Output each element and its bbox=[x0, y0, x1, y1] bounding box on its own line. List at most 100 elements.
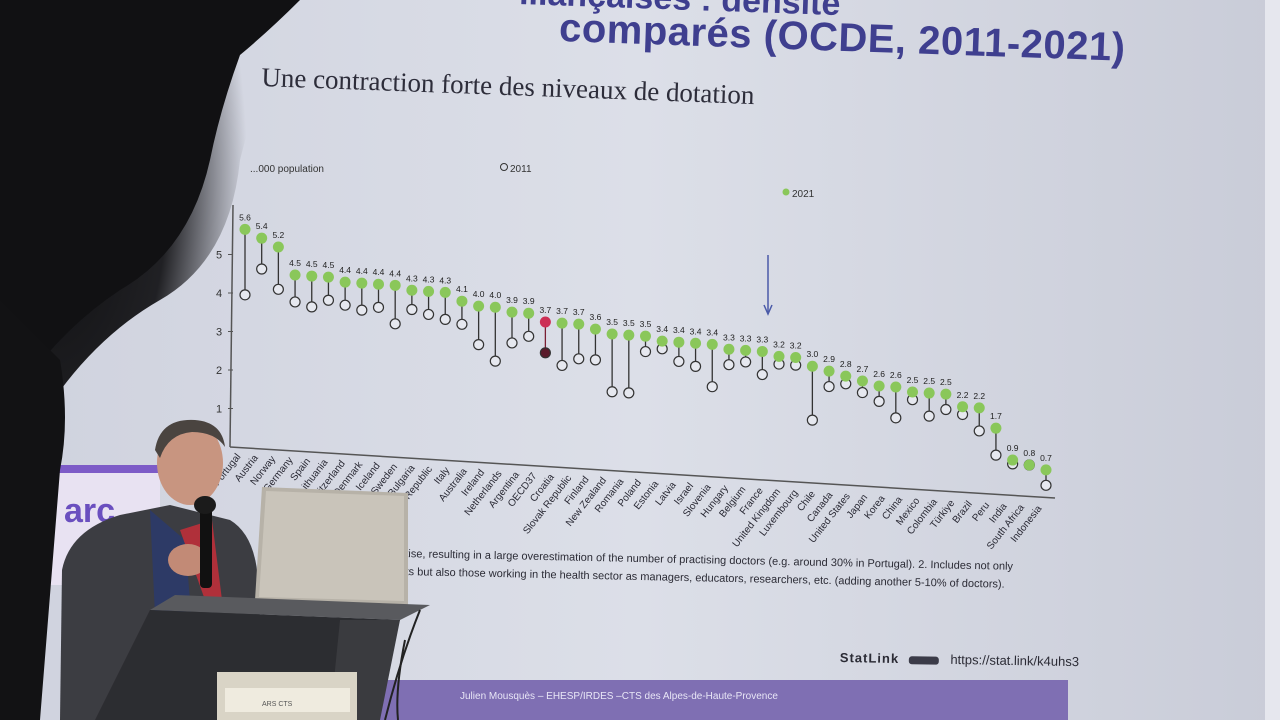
podium-label: ARS CTS bbox=[262, 701, 293, 708]
data-label: 3.6 bbox=[590, 312, 602, 322]
point-2021 bbox=[1040, 464, 1052, 476]
point-2021 bbox=[339, 276, 351, 288]
point-2011 bbox=[556, 359, 568, 372]
legend-2021-label: 2021 bbox=[792, 189, 815, 200]
point-2011 bbox=[623, 387, 635, 399]
point-2011 bbox=[322, 294, 335, 306]
data-label: 3.4 bbox=[690, 326, 702, 336]
data-label: 4.4 bbox=[339, 265, 351, 275]
data-label: 4.1 bbox=[456, 284, 468, 294]
point-2011 bbox=[940, 403, 952, 416]
point-2011 bbox=[740, 356, 752, 368]
y-tick-label: 5 bbox=[216, 250, 222, 262]
data-label: 3.5 bbox=[623, 318, 635, 328]
point-2021 bbox=[289, 269, 301, 281]
point-2021 bbox=[756, 345, 768, 357]
point-2011 bbox=[990, 449, 1002, 461]
data-label: 3.5 bbox=[640, 319, 652, 329]
data-label: 4.4 bbox=[356, 266, 368, 276]
y-tick-label: 3 bbox=[216, 327, 222, 339]
legend-2011-label: 2011 bbox=[510, 164, 532, 175]
point-2011 bbox=[606, 386, 618, 398]
point-2021 bbox=[1023, 459, 1035, 471]
data-label: 3.3 bbox=[723, 332, 735, 342]
point-2011 bbox=[422, 308, 435, 321]
data-label: 4.0 bbox=[473, 289, 485, 299]
point-2011 bbox=[806, 414, 818, 426]
data-label: 1.7 bbox=[990, 411, 1002, 421]
x-axis-line bbox=[229, 446, 1056, 499]
y-axis-label: ...000 population bbox=[250, 164, 324, 175]
legend-2021-marker bbox=[782, 188, 790, 196]
point-2011 bbox=[689, 360, 702, 372]
point-2021 bbox=[723, 343, 735, 355]
data-label: 5.4 bbox=[256, 221, 268, 231]
audience-head-silhouette bbox=[0, 0, 330, 720]
point-2011 bbox=[573, 353, 585, 365]
france-arrow-head-icon bbox=[763, 304, 773, 316]
data-label: 3.2 bbox=[790, 340, 802, 350]
point-2011 bbox=[356, 304, 368, 316]
point-2011 bbox=[756, 368, 768, 381]
data-label: 3.7 bbox=[539, 305, 551, 315]
point-2011 bbox=[506, 337, 518, 349]
point-2021 bbox=[423, 285, 435, 297]
point-2021 bbox=[373, 278, 384, 290]
point-2011 bbox=[1040, 479, 1052, 491]
point-2011 bbox=[523, 330, 535, 342]
y-tick-label: 1 bbox=[216, 404, 222, 416]
point-2011 bbox=[856, 386, 869, 399]
point-2021 bbox=[356, 277, 368, 289]
slide-footer-text: Julien Mousquès – EHESP/IRDES –CTS des A… bbox=[460, 691, 778, 702]
microphone-icon bbox=[194, 496, 216, 588]
point-2021 bbox=[606, 328, 618, 340]
data-label: 2.9 bbox=[823, 354, 835, 364]
point-2011 bbox=[272, 283, 284, 295]
data-label: 3.5 bbox=[606, 317, 618, 327]
data-label: 5.6 bbox=[239, 212, 251, 222]
laptop-icon bbox=[255, 487, 408, 605]
point-2011 bbox=[456, 318, 468, 330]
data-label: 3.9 bbox=[506, 295, 518, 305]
data-label: 4.0 bbox=[489, 290, 501, 300]
point-2021 bbox=[873, 380, 885, 392]
point-2021 bbox=[656, 335, 668, 347]
point-2011 bbox=[406, 303, 418, 316]
data-label: 3.3 bbox=[740, 333, 752, 343]
point-2021 bbox=[439, 286, 451, 298]
point-2021 bbox=[990, 422, 1002, 434]
point-2011 bbox=[823, 380, 835, 393]
podium bbox=[95, 595, 430, 720]
point-2021 bbox=[840, 370, 852, 382]
data-label: 3.3 bbox=[756, 334, 768, 344]
point-2021 bbox=[256, 232, 268, 244]
point-2021 bbox=[489, 301, 501, 313]
data-label: 4.5 bbox=[306, 259, 318, 269]
point-2021 bbox=[806, 360, 818, 372]
point-2021 bbox=[973, 402, 985, 414]
y-tick-label: 4 bbox=[216, 288, 222, 300]
point-2021 bbox=[673, 336, 685, 348]
point-2021 bbox=[923, 387, 935, 399]
point-2021 bbox=[456, 295, 468, 307]
point-2011 bbox=[489, 355, 501, 367]
point-2011 bbox=[706, 381, 718, 393]
data-label: 2.2 bbox=[957, 390, 969, 400]
point-2021 bbox=[473, 300, 485, 312]
point-2021 bbox=[556, 317, 568, 329]
point-2011 bbox=[372, 301, 385, 313]
point-2011 bbox=[890, 412, 902, 424]
data-label: 3.0 bbox=[806, 349, 818, 359]
data-label: 3.4 bbox=[656, 324, 668, 334]
point-2021 bbox=[690, 337, 702, 349]
point-2011 bbox=[923, 410, 935, 422]
point-2011 bbox=[339, 299, 351, 311]
point-2021 bbox=[706, 338, 718, 350]
data-label: 5.2 bbox=[272, 230, 284, 240]
point-2021 bbox=[940, 388, 952, 400]
data-label: 2.5 bbox=[907, 375, 919, 385]
point-2011 bbox=[256, 263, 268, 275]
point-2021 bbox=[640, 330, 651, 342]
